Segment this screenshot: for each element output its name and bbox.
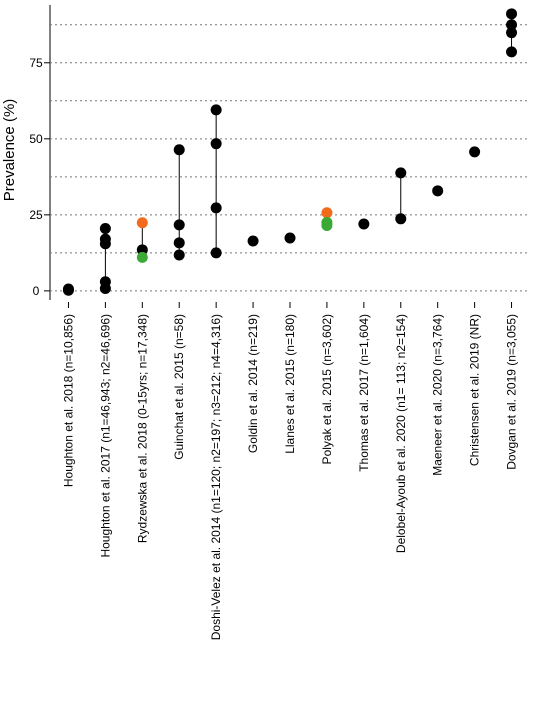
point	[247, 235, 259, 247]
point	[99, 282, 111, 294]
point	[284, 232, 296, 244]
point	[321, 219, 333, 231]
x-tick-label: Guinchat et al. 2015 (n=58)	[172, 314, 186, 460]
point	[99, 223, 111, 235]
x-tick-label: Houghton et al. 2018 (n=10,856)	[61, 314, 75, 487]
point	[469, 146, 481, 158]
y-tick-label: 50	[29, 132, 43, 146]
point	[173, 237, 185, 249]
point	[395, 167, 407, 179]
point	[506, 19, 518, 31]
point	[395, 213, 407, 225]
point	[506, 27, 518, 39]
y-tick-label: 0	[33, 284, 40, 298]
point	[136, 251, 148, 263]
point	[321, 207, 333, 219]
point	[210, 202, 222, 214]
point	[136, 244, 148, 256]
y-axis-label: Prevalence (%)	[1, 99, 18, 202]
x-tick-label: Llanes et al. 2015 (n=180)	[283, 314, 297, 454]
x-tick-label: Thomas et al. 2017 (n=1,604)	[357, 314, 371, 472]
x-tick-label: Goldin et al. 2014 (n=219)	[246, 314, 260, 453]
x-tick-label: Dovgan et al. 2019 (n=3,055)	[505, 314, 519, 470]
x-tick-label: Delobel-Ayoub et al. 2020 (n1= 113; n2=1…	[394, 314, 408, 553]
x-tick-label: Houghton et al. 2017 (n1=46,943; n2=46,6…	[98, 314, 112, 558]
x-tick-label: Rydzewska et al. 2018 (0-15yrs; n=17,348…	[135, 314, 149, 543]
point	[99, 238, 111, 250]
x-tick-label: Doshi-Velez et al. 2014 (n1=120; n2=197;…	[209, 314, 223, 640]
point	[173, 144, 185, 156]
point	[136, 217, 148, 229]
point	[210, 247, 222, 259]
point	[173, 249, 185, 261]
point	[62, 283, 74, 295]
x-tick-label: Christensen et al. 2019 (NR)	[468, 314, 482, 466]
point	[210, 104, 222, 116]
point	[432, 185, 444, 197]
point	[506, 46, 518, 58]
point	[210, 138, 222, 150]
point	[173, 219, 185, 231]
x-tick-label: Maeneer et al. 2020 (n=3,764)	[431, 314, 445, 476]
point	[358, 218, 370, 230]
x-tick-label: Polyak et al. 2015 (n=3,602)	[320, 314, 334, 464]
point	[506, 8, 518, 20]
y-tick-label: 75	[29, 56, 43, 70]
y-tick-label: 25	[29, 208, 43, 222]
